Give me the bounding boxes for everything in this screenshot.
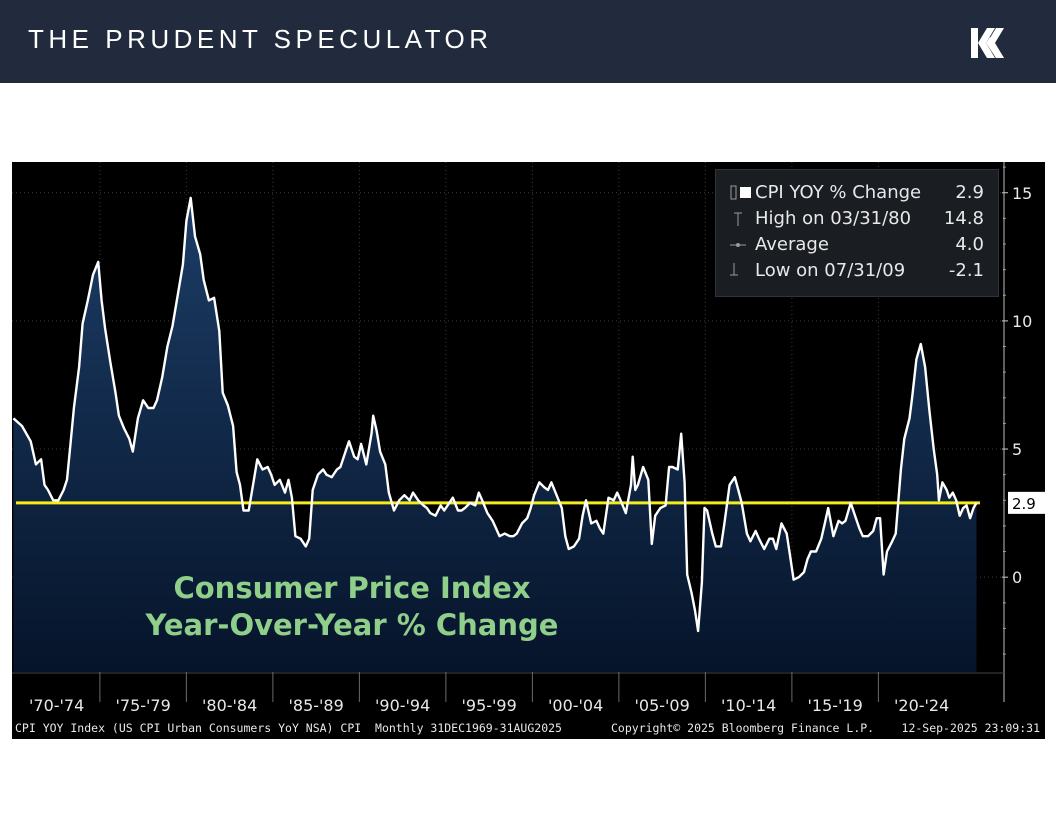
legend-row-high: High on 03/31/80 14.8 [716,206,998,232]
x-tick-label: '95-'99 [461,696,516,715]
legend-label: High on 03/31/80 [755,208,912,229]
x-tick-label: '15-'19 [807,696,862,715]
chart-title: Consumer Price Index [173,571,531,605]
cpi-area-fill [13,197,977,672]
x-tick-label: '90-'94 [375,696,430,715]
legend-row-current: CPI YOY % Change 2.9 [716,180,998,206]
footnote-description: CPI YOY Index (US CPI Urban Consumers Yo… [15,721,562,735]
x-tick-label: '75-'79 [115,696,170,715]
cpi-chart-svg: 15 10 5 0 '70-'74 '75-'79 '80-'84 '85-'89 '90-'… [12,162,1045,715]
legend-value: 14.8 [943,208,984,229]
chart-panel: 15 10 5 0 '70-'74 '75-'79 '80-'84 '85-'89 '90-'… [12,162,1045,739]
cpi-series-line [12,196,978,633]
legend-high-marker-icon [730,209,742,229]
brand-title: THE PRUDENT SPECULATOR [28,24,493,54]
header-bar: THE PRUDENT SPECULATOR [0,0,1056,83]
legend-average-marker-icon [730,235,746,255]
y-axis: 15 10 5 0 [12,162,1032,702]
footnote-copyright: Copyright© 2025 Bloomberg Finance L.P. [611,721,875,735]
current-value-tag: 2.9 [1008,491,1045,514]
legend-low-marker-icon [730,261,740,281]
x-tick-label: '85-'89 [288,696,343,715]
x-tick-label: '70-'74 [29,696,84,715]
legend-row-average: Average 4.0 [716,232,998,258]
x-tick-label: '00-'04 [548,696,603,715]
legend-label: Average [755,234,829,255]
x-axis: '70-'74 '75-'79 '80-'84 '85-'89 '90-'94 '95-'… [29,672,949,715]
legend-label: CPI YOY % Change [755,182,922,203]
x-tick-label: '80-'84 [202,696,257,715]
y-tick-label: 0 [1012,568,1022,587]
y-tick-label: 15 [1012,184,1032,203]
legend-label: Low on 07/31/09 [755,260,906,281]
legend-square-icon [730,183,751,203]
legend-value: 4.0 [955,234,984,255]
legend-row-low: Low on 07/31/09 -2.1 [716,258,998,284]
x-tick-label: '10-'14 [721,696,776,715]
chart-legend: CPI YOY % Change 2.9 High on 03/31/80 14… [715,169,999,297]
y-tick-label: 10 [1012,312,1032,331]
legend-value: -2.1 [948,260,984,281]
k-arrows-logo-icon [971,28,1004,58]
current-value-label: 2.9 [1012,495,1036,513]
y-tick-label: 5 [1012,440,1022,459]
x-tick-label: '20-'24 [894,696,949,715]
chart-subtitle: Year-Over-Year % Change [145,608,559,642]
chart-footnote: CPI YOY Index (US CPI Urban Consumers Yo… [15,720,1040,738]
legend-value: 2.9 [955,182,984,203]
chart-title-block: Consumer Price Index Year-Over-Year % Ch… [72,570,632,644]
footnote-timestamp: 12-Sep-2025 23:09:31 [901,721,1040,735]
x-tick-label: '05-'09 [634,696,689,715]
